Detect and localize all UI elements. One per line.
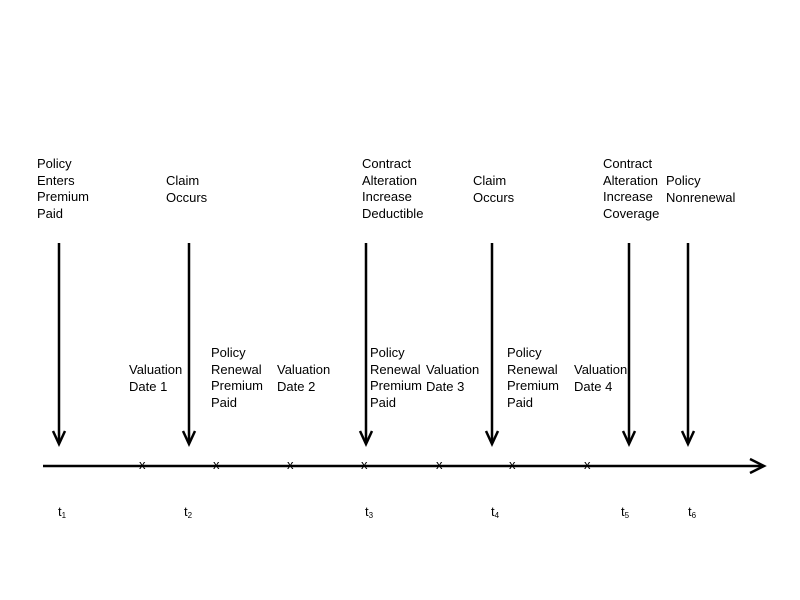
event-arrow-policy-nonrenewal [680, 243, 696, 447]
event-arrow-policy-enters [51, 243, 67, 447]
event-arrow-contract-alteration-coverage [621, 243, 637, 447]
label-policy-renewal-2: Policy Renewal Premium Paid [370, 345, 423, 410]
label-policy-enters: Policy Enters Premium Paid [37, 156, 90, 221]
label-valuation-date-4: Valuation Date 4 [574, 362, 628, 394]
label-policy-nonrenewal: Policy Nonrenewal [666, 173, 736, 205]
time-label-t5: t5 [621, 504, 630, 520]
axis-tick-valuation-1: x [139, 457, 146, 472]
event-arrow-claim-2 [484, 243, 500, 447]
time-label-t3: t3 [365, 504, 374, 520]
label-valuation-date-2: Valuation Date 2 [277, 362, 331, 394]
label-valuation-date-3: Valuation Date 3 [426, 362, 480, 394]
label-contract-alteration-coverage: Contract Alteration Increase Coverage [603, 156, 660, 221]
label-valuation-date-1: Valuation Date 1 [129, 362, 183, 394]
axis-tick-renewal-3: x [509, 457, 516, 472]
event-arrow-claim-1 [181, 243, 197, 447]
axis-tick-renewal-1: x [213, 457, 220, 472]
axis-tick-valuation-2: x [287, 457, 294, 472]
time-label-t1: t1 [58, 504, 67, 520]
time-label-t4: t4 [491, 504, 500, 520]
time-label-t2: t2 [184, 504, 193, 520]
time-axis-arrowhead [749, 457, 767, 475]
label-policy-renewal-1: Policy Renewal Premium Paid [211, 345, 264, 410]
event-arrow-contract-alteration-deductible [358, 243, 374, 447]
time-label-t6: t6 [688, 504, 697, 520]
label-contract-alteration-deductible: Contract Alteration Increase Deductible [362, 156, 424, 221]
axis-tick-valuation-3: x [436, 457, 443, 472]
label-claim-occurs-2: Claim Occurs [473, 173, 515, 205]
axis-tick-valuation-4: x [584, 457, 591, 472]
label-claim-occurs-1: Claim Occurs [166, 173, 208, 205]
axis-tick-renewal-2: x [361, 457, 368, 472]
label-policy-renewal-3: Policy Renewal Premium Paid [507, 345, 560, 410]
